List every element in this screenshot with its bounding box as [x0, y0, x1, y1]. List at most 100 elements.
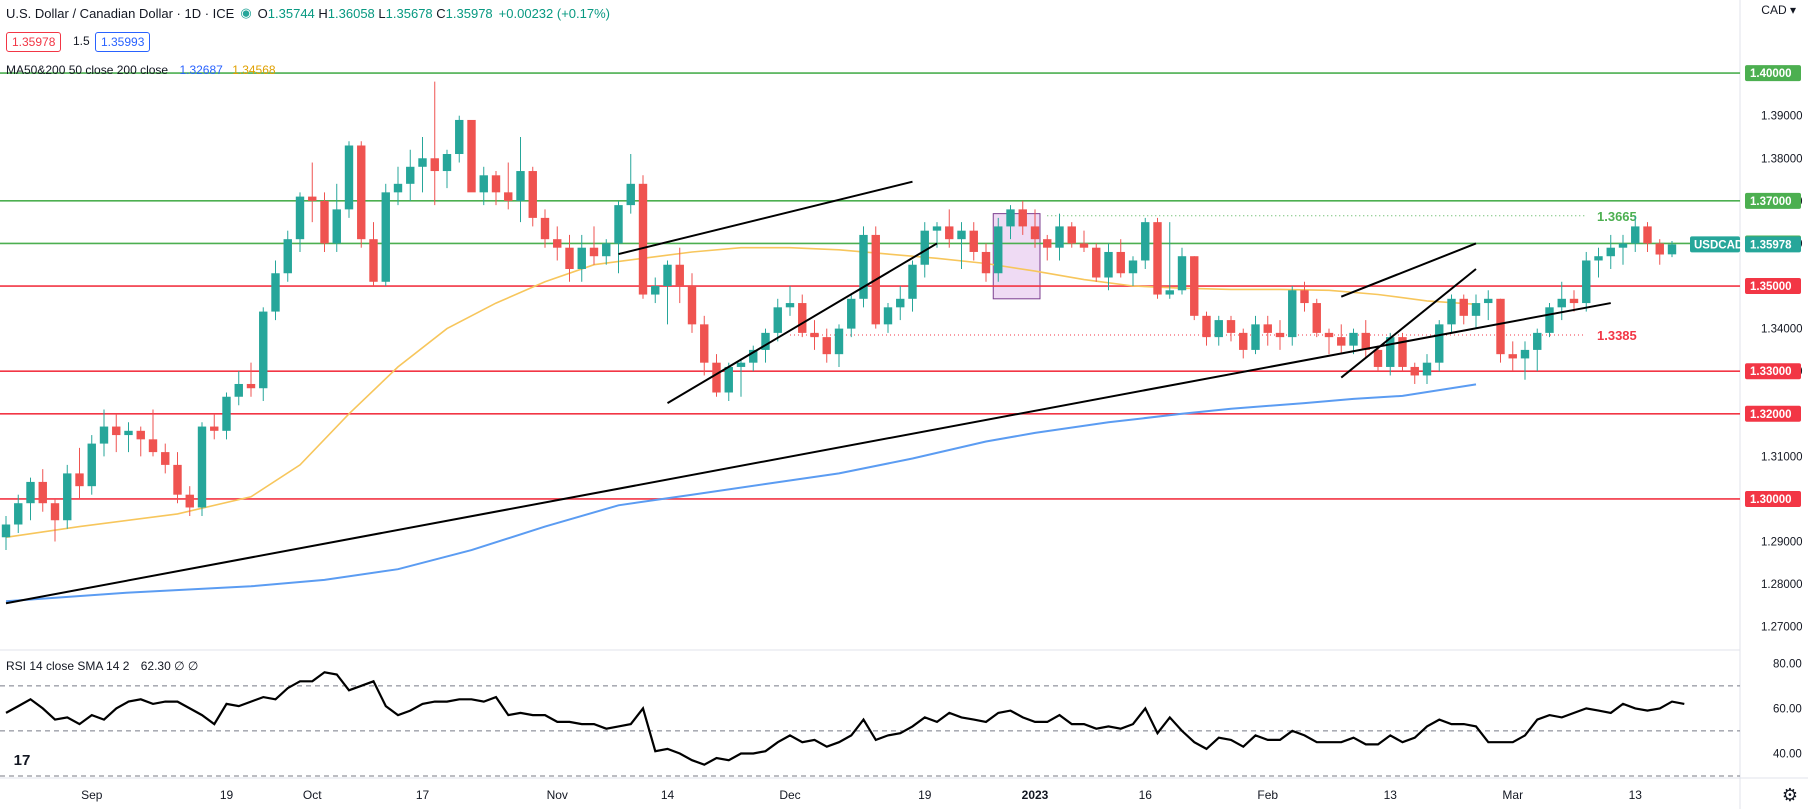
candle[interactable] [994, 217, 1003, 282]
candle[interactable] [173, 452, 182, 504]
candle[interactable] [577, 234, 586, 282]
candle[interactable] [981, 243, 991, 282]
candle[interactable] [210, 413, 219, 440]
candle[interactable] [675, 247, 684, 304]
candle[interactable] [99, 409, 109, 457]
candle[interactable] [1349, 328, 1358, 355]
candle[interactable] [1251, 315, 1260, 355]
candle[interactable] [528, 166, 537, 227]
candle[interactable] [908, 260, 917, 312]
trendline[interactable] [5, 302, 1611, 605]
candle[interactable] [663, 260, 672, 325]
candle[interactable] [1643, 222, 1652, 252]
candle[interactable] [1116, 239, 1125, 278]
candle[interactable] [295, 192, 305, 252]
candle[interactable] [1030, 209, 1040, 248]
candle[interactable] [1079, 230, 1089, 252]
candle[interactable] [553, 226, 562, 261]
candle[interactable] [1, 515, 11, 551]
candle[interactable] [810, 320, 819, 350]
candle[interactable] [651, 277, 660, 304]
candle[interactable] [418, 136, 427, 193]
candle[interactable] [1055, 213, 1064, 261]
candle[interactable] [1618, 234, 1628, 265]
candle[interactable] [1545, 303, 1554, 338]
candle[interactable] [406, 149, 415, 201]
candle[interactable] [1582, 251, 1591, 312]
candle[interactable] [749, 345, 758, 372]
candle[interactable] [1312, 298, 1321, 338]
candle[interactable] [1667, 240, 1677, 258]
candle[interactable] [1239, 328, 1248, 359]
candle[interactable] [1398, 332, 1407, 372]
candle[interactable] [638, 175, 648, 299]
candle[interactable] [1190, 256, 1199, 321]
candle[interactable] [234, 371, 243, 406]
candle[interactable] [1177, 247, 1187, 295]
candle[interactable] [969, 222, 978, 261]
candle[interactable] [834, 324, 844, 367]
candle[interactable] [1569, 290, 1579, 312]
ma-legend[interactable]: MA50&200 50 close 200 close 1.32687 1.34… [6, 63, 276, 77]
candle[interactable] [1386, 332, 1395, 376]
candle[interactable] [516, 136, 525, 223]
candle[interactable] [1459, 294, 1468, 325]
candle[interactable] [467, 119, 476, 193]
symbol-title[interactable]: U.S. Dollar / Canadian Dollar · 1D · ICE [6, 5, 235, 21]
candle[interactable] [1508, 341, 1517, 372]
candle[interactable] [614, 200, 623, 274]
candle[interactable] [1361, 320, 1370, 359]
candle[interactable] [259, 307, 268, 402]
tradingview-logo[interactable]: 17 [13, 752, 31, 769]
candle[interactable] [1533, 328, 1542, 372]
candle[interactable] [491, 171, 501, 206]
candle[interactable] [308, 162, 317, 223]
candle[interactable] [14, 494, 23, 534]
candle[interactable] [565, 234, 574, 282]
candle[interactable] [185, 486, 194, 516]
candle[interactable] [1324, 328, 1334, 355]
candle[interactable] [773, 298, 782, 342]
candle[interactable] [1373, 345, 1383, 372]
candle[interactable] [1214, 315, 1223, 346]
candle[interactable] [455, 115, 464, 163]
candle[interactable] [883, 303, 893, 333]
candle[interactable] [479, 166, 488, 206]
rsi-pane[interactable] [0, 671, 1740, 777]
candle[interactable] [1520, 341, 1530, 380]
candle[interactable] [1165, 222, 1174, 299]
candle[interactable] [1594, 247, 1603, 278]
candle[interactable] [136, 426, 145, 457]
candle[interactable] [369, 222, 378, 287]
sell-price-button[interactable]: 1.35978 [6, 32, 62, 52]
candle[interactable] [1043, 234, 1052, 261]
candle[interactable] [859, 226, 868, 308]
candle[interactable] [822, 328, 831, 363]
candle[interactable] [1631, 215, 1640, 252]
candle[interactable] [1288, 286, 1297, 346]
candle[interactable] [1153, 217, 1162, 299]
candle[interactable] [430, 81, 439, 206]
candle[interactable] [1275, 320, 1285, 350]
candles[interactable] [1, 81, 1677, 551]
candle[interactable] [1471, 294, 1481, 329]
currency-selector[interactable]: CAD ▾ [1761, 3, 1796, 17]
candle[interactable] [112, 413, 121, 453]
symbol-header[interactable]: U.S. Dollar / Canadian Dollar · 1D · ICE… [6, 5, 610, 21]
candle[interactable] [504, 162, 513, 210]
candle[interactable] [589, 226, 599, 265]
trendline[interactable] [618, 180, 913, 256]
gear-icon[interactable]: ⚙ [1781, 785, 1798, 805]
candle[interactable] [1422, 354, 1432, 384]
candle[interactable] [896, 286, 905, 321]
candle[interactable] [712, 354, 721, 397]
candle[interactable] [63, 464, 72, 529]
candle[interactable] [1104, 243, 1113, 291]
candle[interactable] [87, 435, 96, 495]
candle[interactable] [283, 230, 292, 282]
candle[interactable] [75, 447, 84, 499]
candle[interactable] [687, 273, 697, 333]
candle[interactable] [798, 294, 807, 338]
candle[interactable] [1496, 298, 1505, 363]
